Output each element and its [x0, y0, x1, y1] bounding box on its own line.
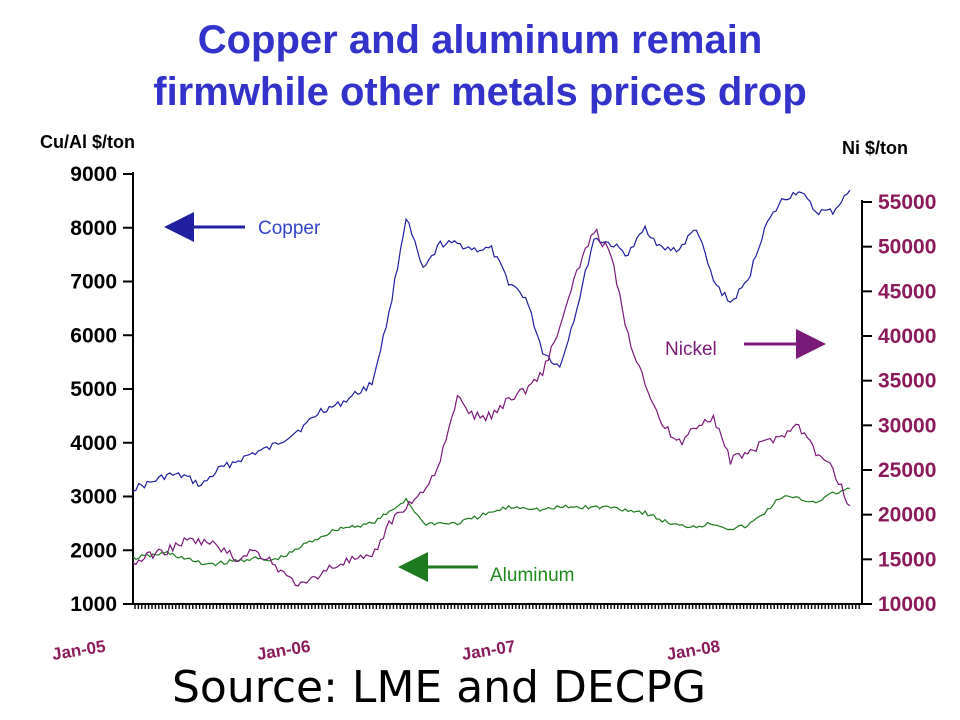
- left-tick-label: 4000: [70, 432, 117, 455]
- right-axis-title: Ni $/ton: [842, 138, 908, 158]
- left-tick-label: 7000: [70, 271, 117, 294]
- right-tick-label: 25000: [878, 459, 936, 482]
- left-tick-label: 1000: [70, 593, 117, 616]
- aluminum-annotation: Aluminum: [490, 565, 574, 586]
- chart-title: Copper and aluminum remain firmwhile oth…: [0, 14, 960, 118]
- title-line-1: Copper and aluminum remain: [197, 18, 763, 62]
- nickel-annotation: Nickel: [665, 339, 717, 360]
- left-axis-title: Cu/Al $/ton: [40, 132, 135, 152]
- left-tick-label: 2000: [70, 539, 117, 562]
- copper-annotation: Copper: [258, 218, 321, 239]
- title-line-2: firmwhile other metals prices drop: [153, 70, 807, 114]
- nickel-series-line: [132, 228, 851, 587]
- right-tick-label: 50000: [878, 236, 936, 259]
- right-tick-label: 55000: [878, 191, 936, 214]
- right-axis-ticks: 10000 15000 20000 25000 30000 35000 40000 45000…: [862, 191, 936, 616]
- aluminum-series-line: [132, 487, 851, 567]
- right-tick-label: 10000: [878, 593, 936, 616]
- right-tick-label: 15000: [878, 548, 936, 571]
- x-tick-label: Jan-08: [665, 637, 721, 664]
- x-tick-label: Jan-05: [51, 637, 107, 664]
- left-tick-label: 5000: [70, 378, 117, 401]
- series-layer: [132, 189, 851, 587]
- source-note: Source: LME and DECPG: [172, 662, 706, 713]
- x-tick-label: Jan-07: [460, 637, 516, 664]
- right-tick-label: 45000: [878, 280, 936, 303]
- left-tick-label: 6000: [70, 324, 117, 347]
- left-tick-label: 8000: [70, 217, 117, 240]
- right-tick-label: 30000: [878, 414, 936, 437]
- copper-series-line: [132, 189, 851, 492]
- left-tick-label: 3000: [70, 486, 117, 509]
- right-tick-label: 35000: [878, 370, 936, 393]
- x-axis-labels: Jan-05 Jan-06 Jan-07 Jan-08: [51, 637, 722, 664]
- x-tick-label: Jan-06: [256, 637, 312, 664]
- right-tick-label: 20000: [878, 504, 936, 527]
- x-axis-minor-ticks: [134, 604, 860, 609]
- right-tick-label: 40000: [878, 325, 936, 348]
- left-tick-label: 9000: [70, 163, 117, 186]
- left-axis-ticks: 1000 2000 3000 4000 5000 6000 7000 8000 9000: [70, 163, 133, 616]
